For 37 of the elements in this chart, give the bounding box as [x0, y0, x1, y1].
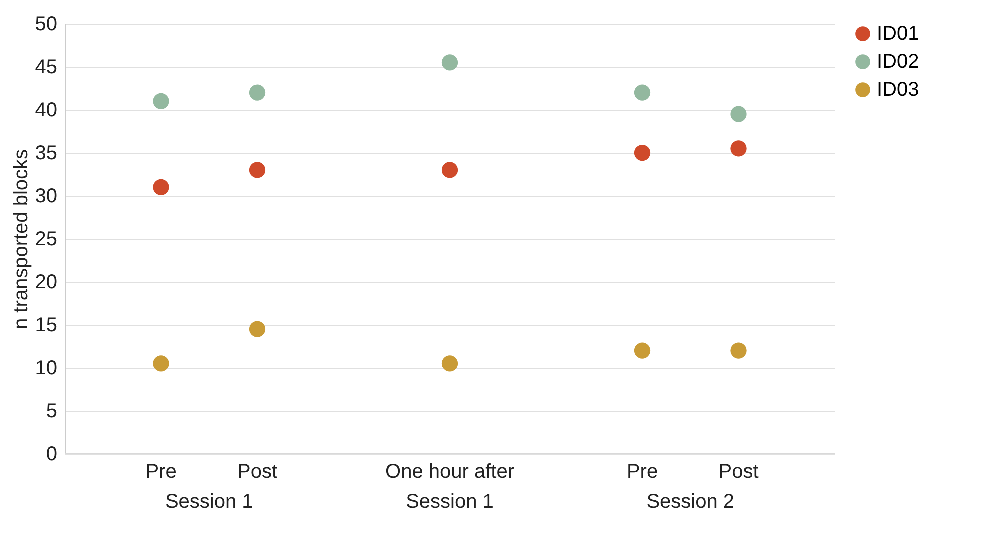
y-axis-title: n transported blocks — [10, 149, 32, 330]
y-tick-label: 10 — [35, 358, 58, 380]
y-tick-label: 30 — [35, 186, 58, 208]
point — [249, 162, 266, 178]
point — [634, 84, 651, 101]
x-tick-label: Pre — [626, 461, 658, 483]
point — [442, 356, 458, 372]
point — [442, 162, 458, 178]
point — [153, 179, 170, 196]
point — [442, 54, 458, 71]
legend-label: ID01 — [877, 23, 920, 45]
x-tick-label: Pre — [146, 461, 177, 483]
text: Session 1 — [165, 491, 254, 513]
point — [153, 356, 170, 372]
x-tick-label: Post — [718, 461, 760, 483]
point — [730, 140, 747, 157]
y-tick-label: 50 — [35, 14, 58, 36]
text: Session 2 — [646, 491, 735, 513]
point — [634, 144, 651, 162]
y-tick-label: 15 — [35, 314, 58, 336]
point — [249, 84, 266, 101]
y-tick-label: 5 — [46, 400, 58, 422]
x-tick-label: One hour after Session 1 — [386, 461, 515, 513]
point — [634, 342, 651, 359]
y-tick-label: 25 — [35, 228, 58, 250]
legend-label: ID03 — [877, 79, 920, 101]
point — [730, 106, 747, 122]
point — [153, 93, 170, 110]
x-tick-label: Post — [237, 461, 278, 483]
point — [730, 342, 747, 359]
y-tick-label: 20 — [35, 272, 58, 294]
y-tick-label: 0 — [46, 444, 58, 466]
y-tick-label: 40 — [35, 100, 58, 122]
y-tick-label: 45 — [35, 56, 58, 78]
point — [249, 321, 266, 338]
legend-label: ID02 — [877, 51, 920, 73]
y-tick-label: 35 — [35, 142, 58, 164]
